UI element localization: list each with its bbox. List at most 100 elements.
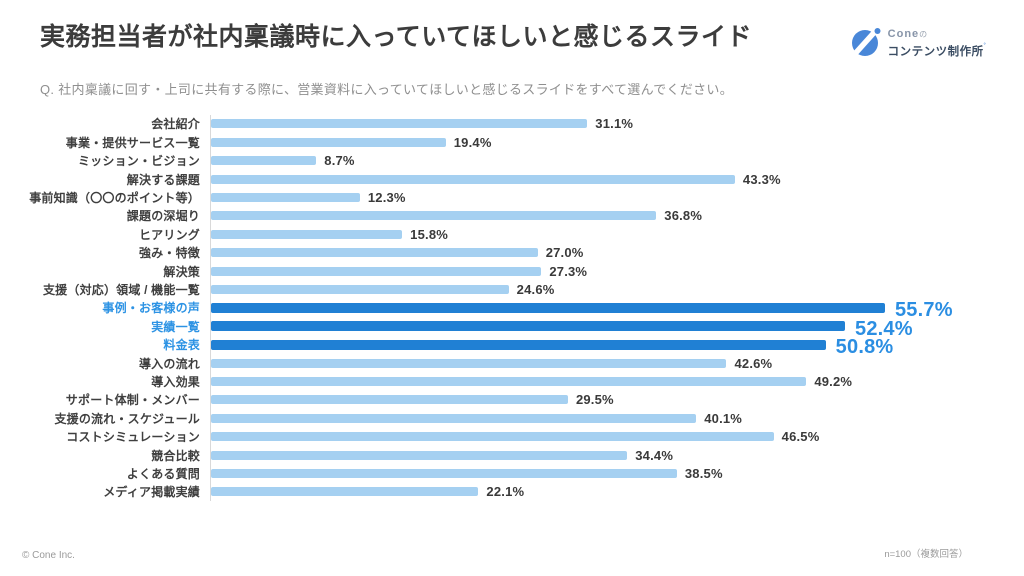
logo-brand: Cone <box>887 28 920 40</box>
value-label: 50.8% <box>835 336 894 359</box>
chart-row: メディア掲載実績 22.1% <box>12 482 994 501</box>
value-label: 36.8% <box>664 208 703 224</box>
value-label: 19.4% <box>453 134 492 150</box>
bar-track: 27.0% <box>210 243 994 262</box>
value-label: 43.3% <box>742 171 781 187</box>
chart-row: 解決する課題 43.3% <box>12 169 994 189</box>
category-label: よくある質問 <box>126 466 200 481</box>
category-label: 実績一覧 <box>151 319 200 334</box>
bar-track: 8.7% <box>210 151 994 170</box>
bar <box>211 432 774 442</box>
value-label: 34.4% <box>635 447 674 463</box>
category-label: 事例・お客様の声 <box>102 301 200 316</box>
bar-track: 52.4% <box>210 317 994 340</box>
category-label: 解決する課題 <box>126 172 200 187</box>
chart-row: 支援（対応）領域 / 機能一覧 24.6% <box>12 280 994 299</box>
page-title: 実務担当者が社内稟議時に入っていてほしいと感じるスライド <box>40 23 753 51</box>
chart-row: よくある質問 38.5% <box>12 464 994 483</box>
logo-subtitle: コンテンツ制作所 <box>887 46 984 59</box>
bar <box>211 211 657 221</box>
bar-track: 19.4% <box>210 133 994 152</box>
logo-brand-mark: ˚ <box>983 44 986 52</box>
value-label: 40.1% <box>704 410 743 426</box>
value-label: 49.2% <box>814 373 853 389</box>
category-label: メディア掲載実績 <box>103 485 200 500</box>
bar <box>211 193 360 203</box>
category-label: 料金表 <box>163 338 200 353</box>
category-label: 導入効果 <box>151 374 200 389</box>
bar-track: 38.5% <box>210 464 994 483</box>
logo-text: Coneの コンテンツ制作所˚ <box>888 24 986 61</box>
bar <box>211 321 846 332</box>
bar <box>211 487 479 497</box>
cone-logo-icon <box>851 27 881 57</box>
copyright: © Cone Inc. <box>22 550 75 561</box>
bar <box>211 156 317 166</box>
bar-track: 34.4% <box>210 445 994 465</box>
sample-size-note: n=100（複数回答） <box>884 549 968 560</box>
bar-track: 24.6% <box>210 280 994 299</box>
category-label: 課題の深堀り <box>126 209 200 224</box>
chart-row: 会社紹介 31.1% <box>12 114 994 134</box>
chart-row: 実績一覧 52.4% <box>12 317 994 340</box>
value-label: 42.6% <box>734 355 773 371</box>
bar-track: 46.5% <box>210 427 994 446</box>
bar-track: 50.8% <box>210 335 994 358</box>
bar-track: 12.3% <box>210 188 994 207</box>
bar <box>211 450 628 460</box>
chart-row: 事例・お客様の声 55.7% <box>12 298 994 321</box>
category-label: 導入の流れ <box>138 356 200 371</box>
bar-track: 27.3% <box>210 261 994 281</box>
category-label: 強み・特徴 <box>138 246 200 261</box>
bar <box>211 376 807 386</box>
category-label: ミッション・ビジョン <box>77 154 200 169</box>
bar-chart: 会社紹介 31.1% 事業・提供サービス一覧 19.4% ミッション・ビジョン 8.7% 解… <box>12 114 994 501</box>
value-label: 22.1% <box>486 484 525 500</box>
bar <box>211 302 885 313</box>
chart-row: 解決策 27.3% <box>12 261 994 281</box>
chart-row: 導入効果 49.2% <box>12 372 994 391</box>
chart-row: コストシミュレーション 46.5% <box>12 427 994 446</box>
value-label: 27.3% <box>549 263 588 279</box>
bar-track: 40.1% <box>210 409 994 428</box>
chart-row: ヒアリング 15.8% <box>12 225 994 244</box>
bar <box>211 358 727 368</box>
bar <box>211 229 403 239</box>
bar <box>211 119 588 129</box>
chart-row: 事業・提供サービス一覧 19.4% <box>12 133 994 152</box>
value-label: 24.6% <box>516 281 555 297</box>
category-label: 解決策 <box>163 264 200 279</box>
bar <box>211 266 542 276</box>
chart-row: 課題の深堀り 36.8% <box>12 206 994 226</box>
bar <box>211 284 509 294</box>
value-label: 8.7% <box>324 153 355 169</box>
category-label: コストシミュレーション <box>66 430 200 445</box>
bar-track: 55.7% <box>210 298 994 321</box>
bar <box>211 248 538 258</box>
bar <box>211 413 697 423</box>
survey-question: Q. 社内稟議に回す・上司に共有する際に、営業資料に入っていてほしいと感じるスラ… <box>40 81 734 97</box>
chart-row: 競合比較 34.4% <box>12 445 994 465</box>
category-label: サポート体制・メンバー <box>65 393 200 408</box>
category-label: 会社紹介 <box>151 117 200 132</box>
value-label: 46.5% <box>781 429 820 445</box>
value-label: 15.8% <box>410 226 449 242</box>
category-label: 支援の流れ・スケジュール <box>54 411 200 426</box>
bar-track: 49.2% <box>210 372 994 391</box>
bar-track: 31.1% <box>210 114 994 134</box>
bar-track: 42.6% <box>210 353 994 373</box>
bar-track: 15.8% <box>210 225 994 244</box>
value-label: 38.5% <box>684 465 723 481</box>
bar <box>211 174 735 184</box>
chart-row: サポート体制・メンバー 29.5% <box>12 390 994 410</box>
value-label: 12.3% <box>367 190 406 206</box>
category-label: 競合比較 <box>151 448 200 463</box>
bar-track: 36.8% <box>210 206 994 226</box>
chart-row: 事前知識（〇〇のポイント等） 12.3% <box>12 188 994 207</box>
bar <box>211 137 446 147</box>
logo: Coneの コンテンツ制作所˚ <box>851 24 986 61</box>
category-label: 事前知識（〇〇のポイント等） <box>29 191 200 206</box>
value-label: 27.0% <box>545 245 584 261</box>
bar-track: 22.1% <box>210 482 994 501</box>
